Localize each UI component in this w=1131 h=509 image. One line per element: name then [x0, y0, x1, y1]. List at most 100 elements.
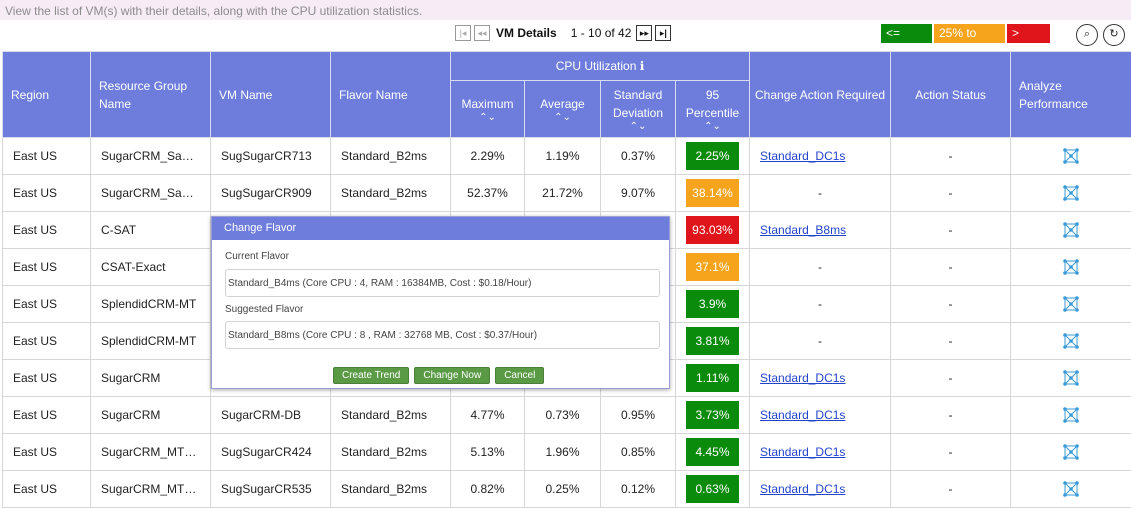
cell-vm-name: SugSugarCR909: [210, 174, 331, 212]
header-95-percentile[interactable]: 95 Percentile ⌃⌄: [674, 80, 751, 138]
cell-change-action: Standard_DC1s: [749, 433, 892, 471]
prev-page-button[interactable]: ◂◂: [474, 25, 490, 41]
cell-region: East US: [2, 174, 91, 212]
percentile-badge: 2.25%: [686, 142, 740, 170]
change-now-button[interactable]: Change Now: [414, 367, 491, 384]
table-row: East US SugarCRM_MT_... SugSugarCR424 St…: [2, 433, 1131, 471]
analyze-performance-icon[interactable]: [1062, 184, 1080, 202]
cell-95-percentile: 37.1%: [674, 248, 751, 286]
cell-maximum: 4.77%: [450, 396, 525, 434]
cell-analyze: [1010, 433, 1131, 471]
cell-flavor-name: Standard_B2ms: [330, 470, 451, 508]
header-average[interactable]: Average ⌃⌄: [524, 80, 601, 138]
analyze-performance-icon[interactable]: [1062, 295, 1080, 313]
cell-region: East US: [2, 359, 91, 397]
cell-region: East US: [2, 285, 91, 323]
analyze-performance-icon[interactable]: [1062, 480, 1080, 498]
suggested-flavor-label: Suggested Flavor: [225, 304, 304, 315]
cell-95-percentile: 2.25%: [674, 137, 751, 175]
suggested-flavor-field[interactable]: Standard_B8ms (Core CPU : 8 , RAM : 3276…: [225, 321, 660, 349]
cell-resource-group: SugarCRM_SaaS...: [90, 137, 211, 175]
cell-standard-deviation: 0.95%: [600, 396, 676, 434]
cell-change-action: -: [749, 285, 892, 323]
analyze-performance-icon[interactable]: [1062, 443, 1080, 461]
header-vm-name[interactable]: VM Name: [210, 51, 331, 138]
change-action[interactable]: Standard_DC1s: [760, 408, 846, 422]
change-action[interactable]: Standard_DC1s: [760, 371, 846, 385]
percentile-badge: 3.81%: [686, 327, 740, 355]
cell-standard-deviation: 0.85%: [600, 433, 676, 471]
sort-icon[interactable]: ⌃⌄: [479, 112, 496, 123]
cell-resource-group: SugarCRM_MT_...: [90, 470, 211, 508]
cell-change-action: Standard_DC1s: [749, 359, 892, 397]
analyze-performance-icon[interactable]: [1062, 332, 1080, 350]
cell-change-action: -: [749, 322, 892, 360]
change-action[interactable]: Standard_B8ms: [760, 223, 847, 237]
percentile-badge: 3.73%: [686, 401, 740, 429]
header-standard-deviation[interactable]: Standard Deviation ⌃⌄: [600, 80, 676, 138]
sort-icon[interactable]: ⌃⌄: [554, 112, 571, 123]
cell-analyze: [1010, 470, 1131, 508]
cell-average: 21.72%: [524, 174, 601, 212]
cell-resource-group: SplendidCRM-MT: [90, 285, 211, 323]
percentile-badge: 3.9%: [686, 290, 740, 318]
header-maximum[interactable]: Maximum ⌃⌄: [450, 80, 525, 138]
cancel-button[interactable]: Cancel: [495, 367, 545, 384]
header-region[interactable]: Region: [2, 51, 91, 138]
cell-resource-group: SplendidCRM-MT: [90, 322, 211, 360]
percentile-badge: 37.1%: [686, 253, 740, 281]
cell-flavor-name: Standard_B2ms: [330, 174, 451, 212]
cell-95-percentile: 1.11%: [674, 359, 751, 397]
legend-high: > 90%: [1007, 24, 1050, 59]
header-flavor-name[interactable]: Flavor Name: [330, 51, 451, 138]
cell-flavor-name: Standard_B2ms: [330, 396, 451, 434]
analyze-performance-icon[interactable]: [1062, 406, 1080, 424]
change-action[interactable]: Standard_DC1s: [760, 149, 846, 163]
cell-region: East US: [2, 470, 91, 508]
utilization-legend: <= 25% 25% to 90% > 90%: [881, 24, 1052, 59]
cell-95-percentile: 3.9%: [674, 285, 751, 323]
cell-resource-group: C-SAT: [90, 211, 211, 249]
cell-action-status: -: [890, 248, 1012, 286]
percentile-badge: 38.14%: [686, 179, 740, 207]
next-page-button[interactable]: ▸▸: [636, 25, 653, 41]
create-trend-button[interactable]: Create Trend: [333, 367, 410, 384]
header-change-action: Change Action Required: [749, 51, 892, 138]
cell-analyze: [1010, 137, 1131, 175]
cell-analyze: [1010, 285, 1131, 323]
sort-icon[interactable]: ⌃⌄: [629, 121, 647, 132]
header-resource-group[interactable]: Resource Group Name: [90, 51, 211, 138]
cell-resource-group: SugarCRM_MT_...: [90, 433, 211, 471]
change-action[interactable]: Standard_DC1s: [760, 445, 846, 459]
legend-low: <= 25%: [881, 24, 932, 59]
analyze-performance-icon[interactable]: [1062, 258, 1080, 276]
cell-region: East US: [2, 322, 91, 360]
header-standard-deviation-label: Standard Deviation: [612, 88, 664, 120]
sort-icon[interactable]: ⌃⌄: [704, 121, 721, 132]
cell-95-percentile: 4.45%: [674, 433, 751, 471]
cell-95-percentile: 3.73%: [674, 396, 751, 434]
analyze-performance-icon[interactable]: [1062, 369, 1080, 387]
current-flavor-field[interactable]: Standard_B4ms (Core CPU : 4, RAM : 16384…: [225, 269, 660, 297]
cell-change-action: Standard_DC1s: [749, 396, 892, 434]
dialog-title: Change Flavor: [212, 217, 669, 240]
info-icon[interactable]: ℹ: [639, 59, 645, 73]
pager: |◂ ◂◂ VM Details 1 - 10 of 42 ▸▸ ▸|: [455, 24, 674, 42]
change-action[interactable]: Standard_DC1s: [760, 482, 846, 496]
cell-action-status: -: [890, 285, 1012, 323]
last-page-button[interactable]: ▸|: [655, 25, 672, 41]
legend-mid: 25% to 90%: [934, 24, 1005, 59]
cell-average: 0.73%: [524, 396, 601, 434]
search-icon[interactable]: ⌕: [1076, 24, 1098, 46]
table-row: East US SugarCRM_MT_... SugSugarCR535 St…: [2, 470, 1131, 508]
analyze-performance-icon[interactable]: [1062, 221, 1080, 239]
first-page-button[interactable]: |◂: [455, 25, 471, 41]
cell-change-action: Standard_DC1s: [749, 470, 892, 508]
change-action: -: [818, 260, 823, 274]
cell-region: East US: [2, 248, 91, 286]
analyze-performance-icon[interactable]: [1062, 147, 1080, 165]
cell-95-percentile: 3.81%: [674, 322, 751, 360]
table-row: East US SugarCRM_SaaS... SugSugarCR909 S…: [2, 174, 1131, 212]
percentile-badge: 1.11%: [686, 364, 740, 392]
refresh-icon[interactable]: ↻: [1103, 24, 1125, 46]
